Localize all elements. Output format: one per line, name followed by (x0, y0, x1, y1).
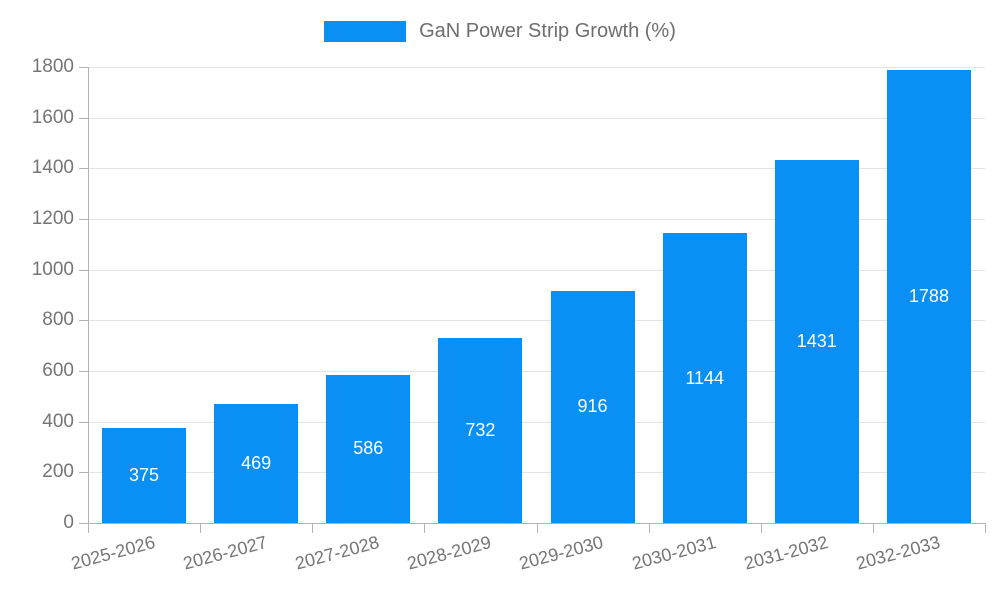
x-axis-label: 2026-2027 (181, 532, 270, 574)
y-axis-tick (79, 472, 88, 474)
y-axis-line (88, 67, 89, 533)
y-axis-tick (79, 219, 88, 220)
y-axis-label: 800 (42, 309, 74, 331)
grid-line (88, 219, 985, 220)
y-axis-label: 200 (42, 461, 74, 483)
y-axis-label: 0 (63, 512, 74, 533)
x-axis-label: 2030-2031 (629, 532, 718, 574)
bar-value-label: 1431 (796, 331, 837, 352)
bar[interactable]: 469 (214, 404, 299, 523)
x-axis-label: 2027-2028 (293, 532, 382, 574)
y-axis-label: 400 (42, 410, 74, 432)
y-axis-label: 1600 (31, 106, 74, 128)
y-axis-tick (79, 371, 88, 372)
grid-line (88, 269, 985, 271)
grid-line (88, 117, 985, 119)
bar[interactable]: 1788 (886, 70, 971, 523)
x-axis-label: 2025-2026 (68, 532, 158, 574)
grid-line (88, 472, 985, 474)
bar[interactable]: 916 (550, 290, 635, 523)
x-axis-tick (312, 523, 314, 533)
x-axis-label: 2028-2029 (405, 532, 494, 574)
grid-line (88, 421, 985, 423)
y-axis-tick (79, 269, 88, 271)
grid-line (88, 67, 985, 68)
bar-value-label: 732 (465, 419, 496, 440)
x-axis-label: 2032-2033 (853, 532, 943, 574)
y-axis-label: 1200 (31, 208, 74, 229)
bar[interactable]: 1431 (774, 160, 859, 523)
y-axis-tick (79, 421, 88, 423)
y-axis-tick (79, 523, 88, 524)
bar-value-label: 586 (353, 438, 384, 459)
y-axis-tick (79, 168, 88, 170)
y-axis-label: 1000 (31, 258, 74, 280)
x-axis-tick (536, 523, 538, 533)
legend-swatch[interactable] (324, 21, 407, 42)
y-axis-label: 1800 (31, 56, 74, 77)
y-axis-tick (79, 320, 88, 322)
grid-line (88, 371, 985, 372)
y-axis-tick (79, 117, 88, 119)
x-axis-label: 2031-2032 (741, 532, 830, 574)
grid-line (88, 168, 985, 170)
x-axis-tick (648, 523, 650, 533)
bar-value-label: 1788 (908, 286, 949, 306)
bar-value-label: 469 (241, 453, 272, 474)
bar-value-label: 1144 (685, 367, 725, 388)
y-axis-label: 1400 (31, 157, 74, 179)
x-axis-tick (760, 523, 762, 533)
x-axis-label: 2029-2030 (517, 532, 606, 574)
bar[interactable]: 732 (438, 337, 523, 523)
bar-value-label: 375 (129, 465, 160, 485)
bar-value-label: 916 (577, 396, 608, 417)
y-axis-tick (79, 67, 88, 68)
legend-label[interactable]: GaN Power Strip Growth (%) (419, 20, 676, 42)
x-axis-tick (200, 523, 202, 533)
x-axis-tick (872, 523, 874, 533)
bar[interactable]: 375 (102, 428, 187, 523)
grid-line (88, 320, 985, 322)
legend[interactable]: GaN Power Strip Growth (%) (0, 20, 1000, 43)
x-axis-tick (985, 523, 986, 533)
bar[interactable]: 586 (326, 374, 411, 523)
bar[interactable]: 1144 (662, 233, 747, 523)
y-axis-label: 600 (42, 360, 74, 381)
x-axis-tick (424, 523, 426, 533)
